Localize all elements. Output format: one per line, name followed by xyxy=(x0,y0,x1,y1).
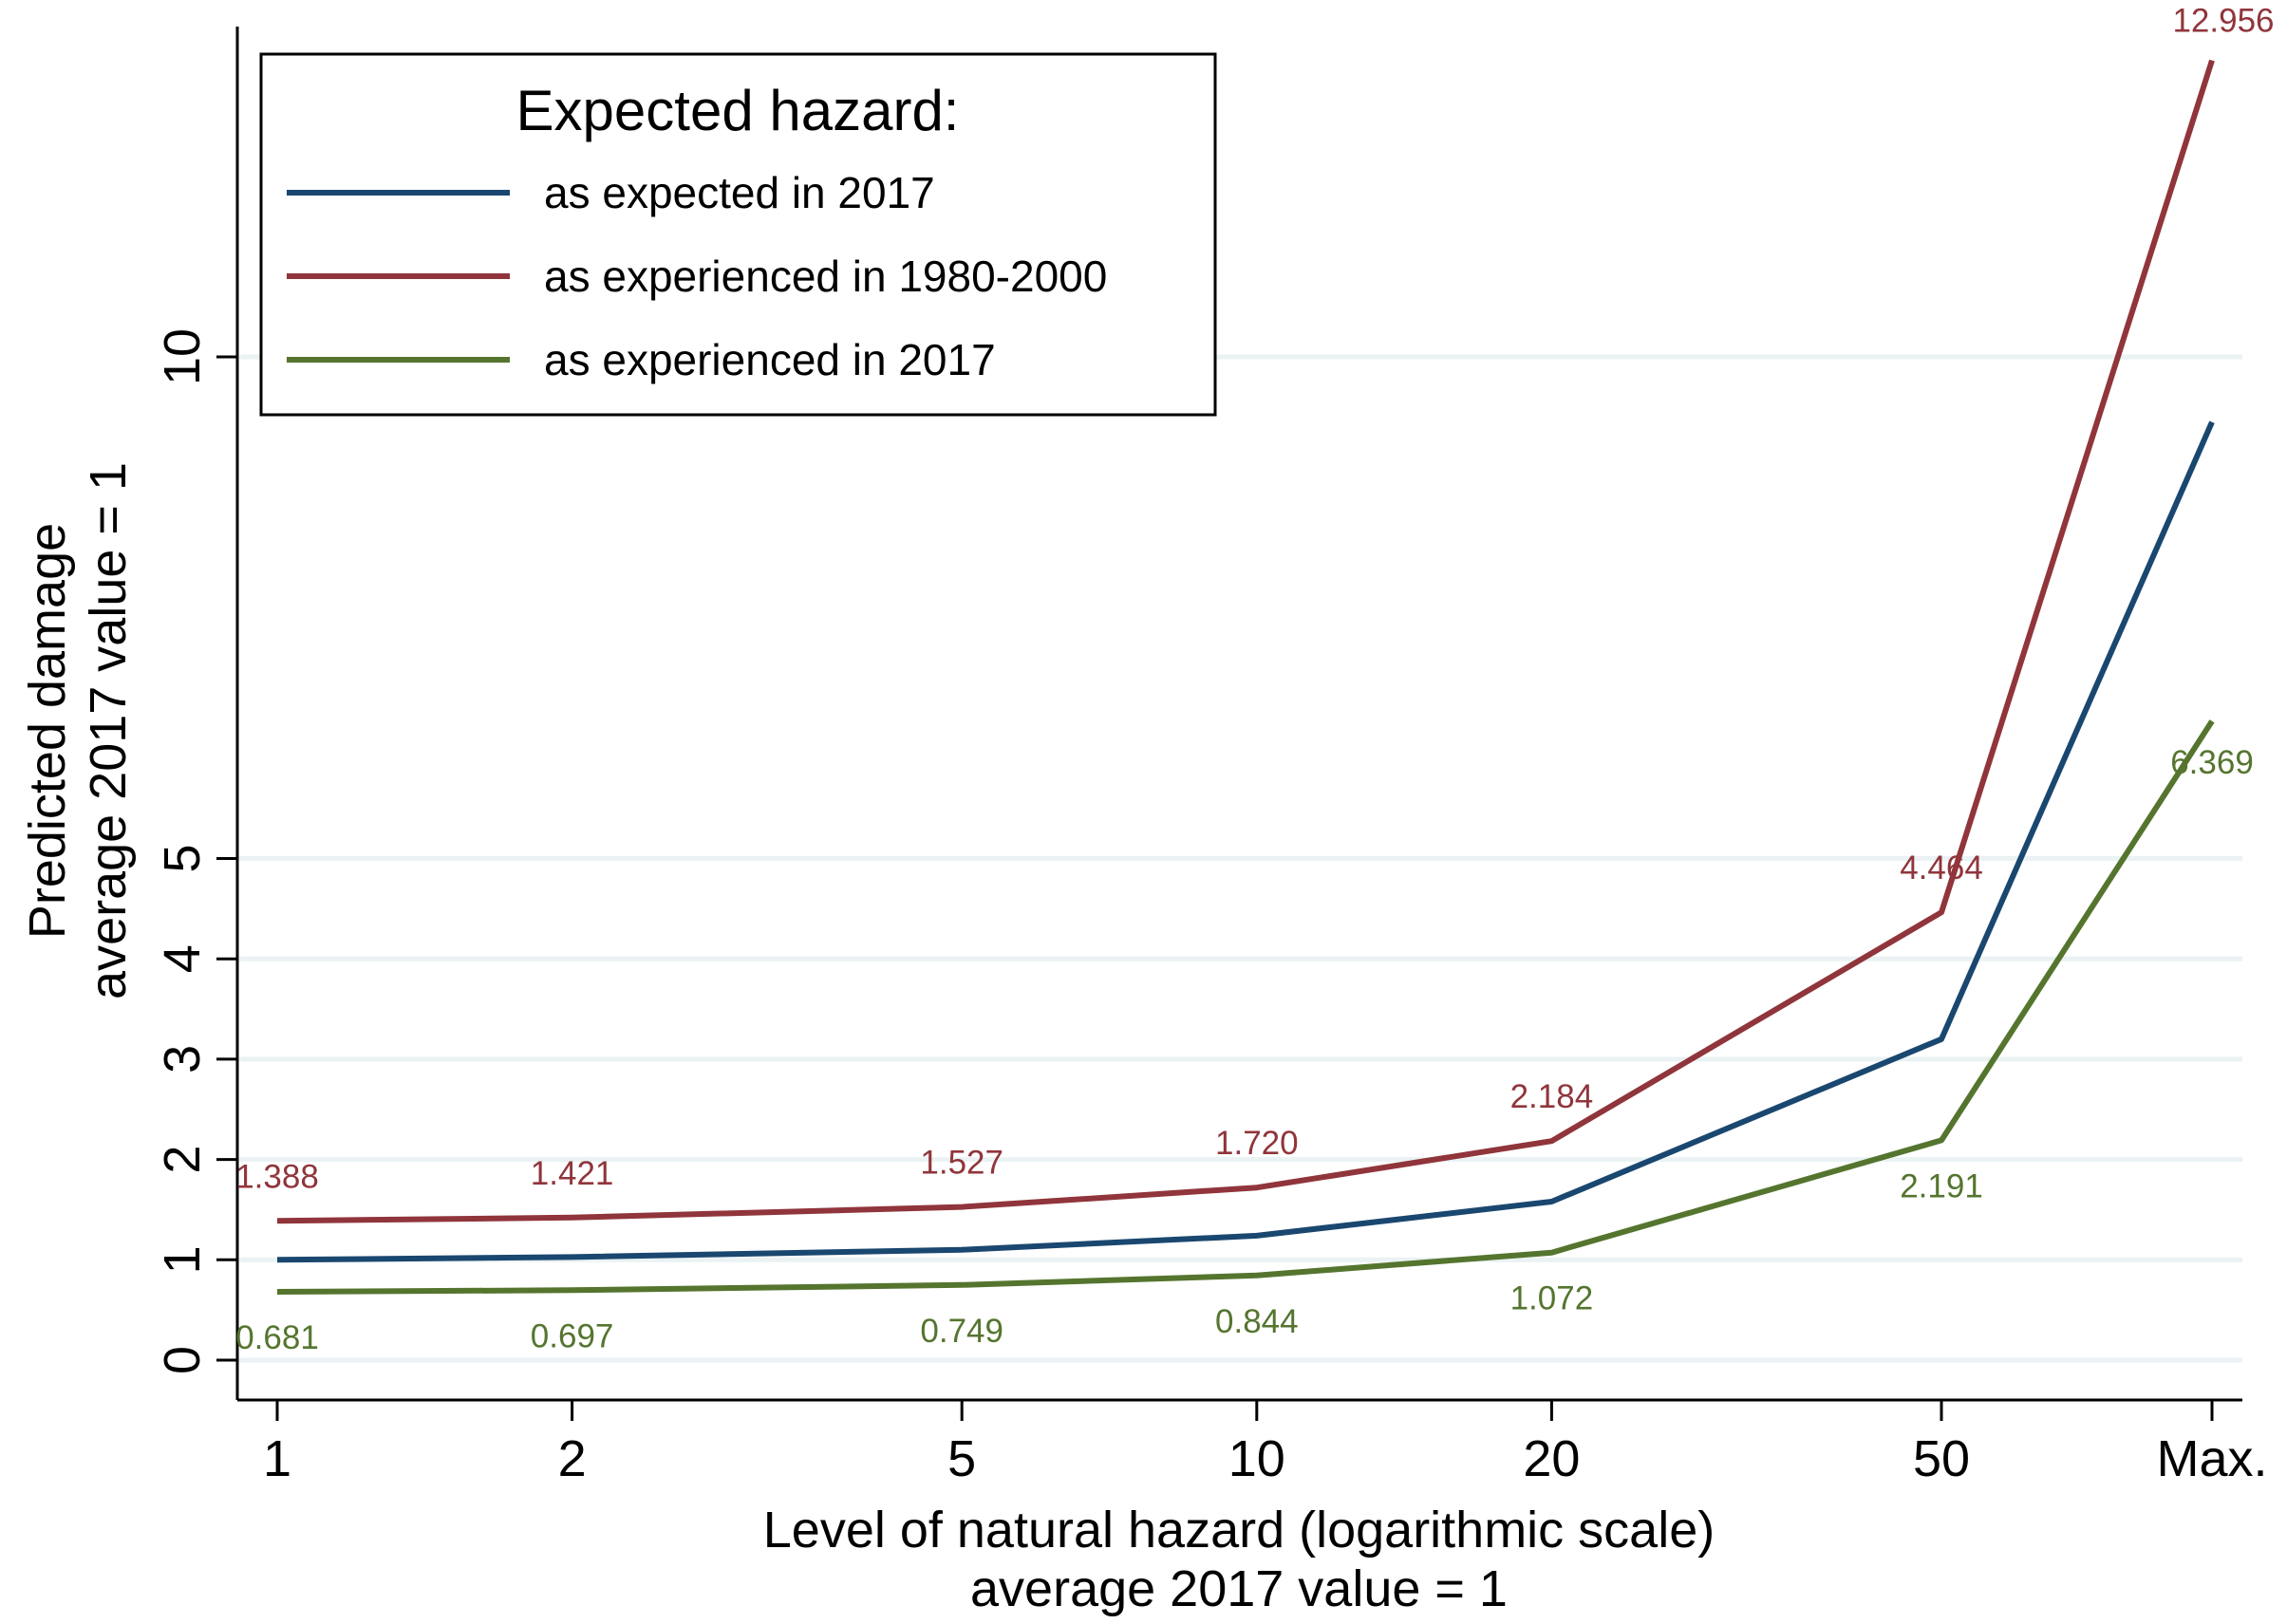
x-tick-label: 1 xyxy=(263,1430,291,1487)
x-tick-label: 2 xyxy=(558,1430,587,1487)
data-label: 1.527 xyxy=(920,1145,1003,1182)
legend-label: as experienced in 2017 xyxy=(544,335,996,384)
x-ticks: 1 2 5 10 20 50 Max. xyxy=(263,1400,2268,1487)
y-axis-subtitle: average 2017 value = 1 xyxy=(80,462,137,999)
data-label: 0.681 xyxy=(235,1319,319,1356)
x-tick-label: 10 xyxy=(1228,1430,1285,1487)
legend-items: as expected in 2017 as experienced in 198… xyxy=(287,168,1107,384)
y-tick-label: 2 xyxy=(154,1146,211,1174)
legend-title: Expected hazard: xyxy=(516,79,960,142)
data-label: 1.388 xyxy=(235,1158,319,1195)
data-label: 6.369 xyxy=(2170,744,2254,781)
legend-label: as experienced in 1980-2000 xyxy=(544,252,1107,301)
data-labels: 1.388 1.421 1.527 1.720 2.184 4.464 12.956 0.68… xyxy=(235,3,2274,1356)
data-label: 1.421 xyxy=(531,1155,614,1192)
data-label: 12.956 xyxy=(2172,3,2274,40)
x-tick-label: 50 xyxy=(1913,1430,1970,1487)
y-tick-label: 0 xyxy=(154,1346,211,1374)
data-label: 1.720 xyxy=(1215,1125,1299,1162)
data-label: 0.749 xyxy=(920,1313,1003,1350)
y-tick-label: 3 xyxy=(154,1045,211,1073)
data-label: 2.184 xyxy=(1510,1078,1594,1115)
y-ticks: 0 1 2 3 4 5 10 xyxy=(154,328,237,1374)
x-tick-label: 20 xyxy=(1523,1430,1580,1487)
x-tick-label: 5 xyxy=(947,1430,976,1487)
data-label: 2.191 xyxy=(1900,1167,1983,1204)
data-label: 1.072 xyxy=(1510,1280,1594,1317)
data-label: 0.697 xyxy=(531,1317,614,1354)
data-label: 0.844 xyxy=(1215,1303,1299,1340)
y-tick-label: 5 xyxy=(154,844,211,872)
y-tick-label: 1 xyxy=(154,1245,211,1274)
series-line xyxy=(276,719,2215,1295)
data-label: 4.464 xyxy=(1900,849,1983,887)
y-tick-label: 4 xyxy=(154,944,211,973)
legend-box xyxy=(259,52,1217,417)
y-axis-title: Predicted damage xyxy=(19,523,76,939)
legend-label: as expected in 2017 xyxy=(544,168,935,217)
x-axis-subtitle: average 2017 value = 1 xyxy=(970,1560,1508,1617)
y-tick-label: 10 xyxy=(154,328,211,385)
series-lines xyxy=(276,59,2215,1295)
x-tick-label: Max. xyxy=(2156,1430,2267,1487)
x-axis-title: Level of natural hazard (logarithmic sca… xyxy=(763,1502,1715,1559)
